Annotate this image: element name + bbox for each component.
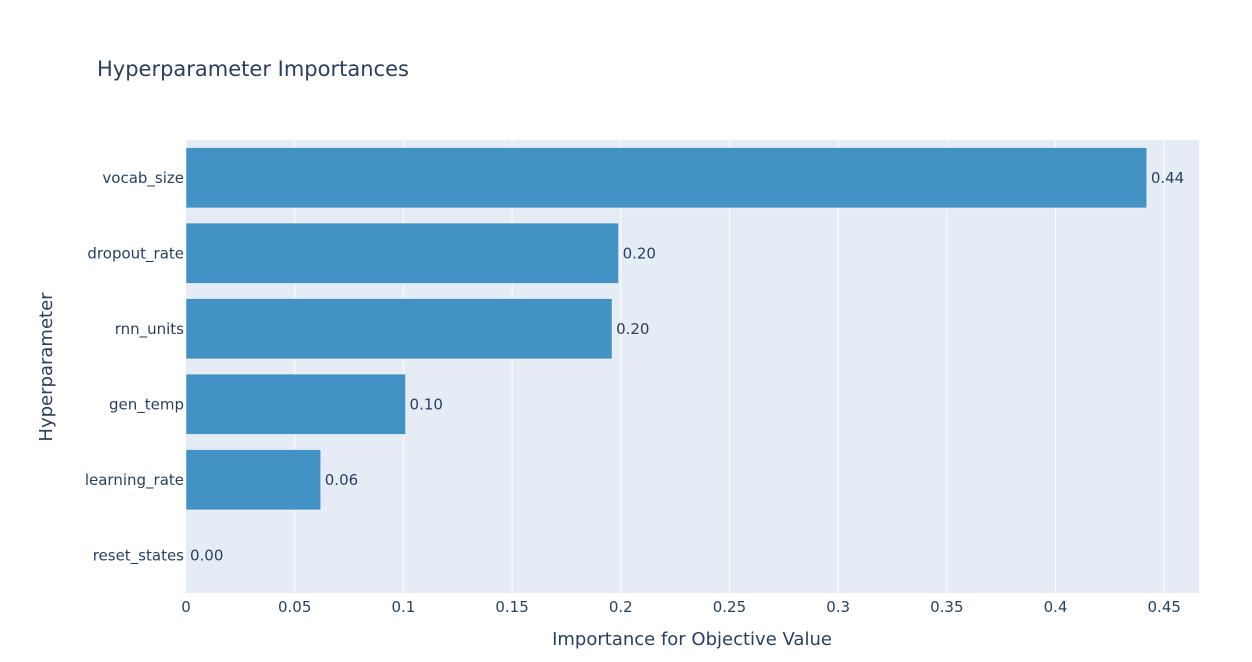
- bar: [185, 373, 406, 435]
- x-tick-label: 0.15: [495, 598, 528, 616]
- y-tick-label: reset_states: [93, 546, 184, 565]
- bar: [185, 298, 613, 360]
- x-tick-label: 0.45: [1148, 598, 1181, 616]
- x-tick-label: 0.3: [826, 598, 850, 616]
- y-axis-title: Hyperparameter: [36, 292, 57, 442]
- x-tick-label: 0.25: [713, 598, 746, 616]
- y-tick-label: dropout_rate: [87, 244, 184, 263]
- data-label: 0.10: [410, 395, 443, 413]
- x-tick-label: 0: [181, 598, 191, 616]
- x-axis-title: Importance for Objective Value: [552, 629, 832, 650]
- bar: [185, 449, 322, 511]
- x-tick-label: 0.35: [930, 598, 963, 616]
- data-label: 0.06: [325, 471, 358, 489]
- x-tick-label: 0.4: [1044, 598, 1068, 616]
- y-tick-label: vocab_size: [102, 169, 184, 188]
- bar: [185, 147, 1148, 209]
- y-tick-label: rnn_units: [115, 320, 184, 339]
- gridlines: [294, 140, 1165, 593]
- data-label: 0.44: [1151, 169, 1184, 187]
- y-tick-labels: vocab_size dropout_rate rnn_units gen_templ…: [85, 169, 184, 566]
- bars: [185, 147, 1148, 511]
- x-tick-label: 0.05: [278, 598, 311, 616]
- y-tick-label: gen_temp: [109, 395, 184, 414]
- y-tick-label: learning_rate: [85, 471, 184, 490]
- data-label: 0.20: [623, 244, 656, 262]
- data-label: 0.20: [616, 320, 649, 338]
- plot-area: [186, 140, 1199, 593]
- data-labels: 0.44 0.20 0.20 0.10 0.06 0.00: [190, 169, 1184, 565]
- data-label: 0.00: [190, 546, 223, 564]
- x-tick-label: 0.2: [609, 598, 633, 616]
- x-tick-label: 0.1: [391, 598, 415, 616]
- x-tick-labels: 0 0.05 0.1 0.15 0.2 0.25 0.3 0.35 0.4 0.45: [181, 598, 1181, 616]
- chart-title: Hyperparameter Importances: [97, 57, 409, 81]
- bar: [185, 222, 619, 284]
